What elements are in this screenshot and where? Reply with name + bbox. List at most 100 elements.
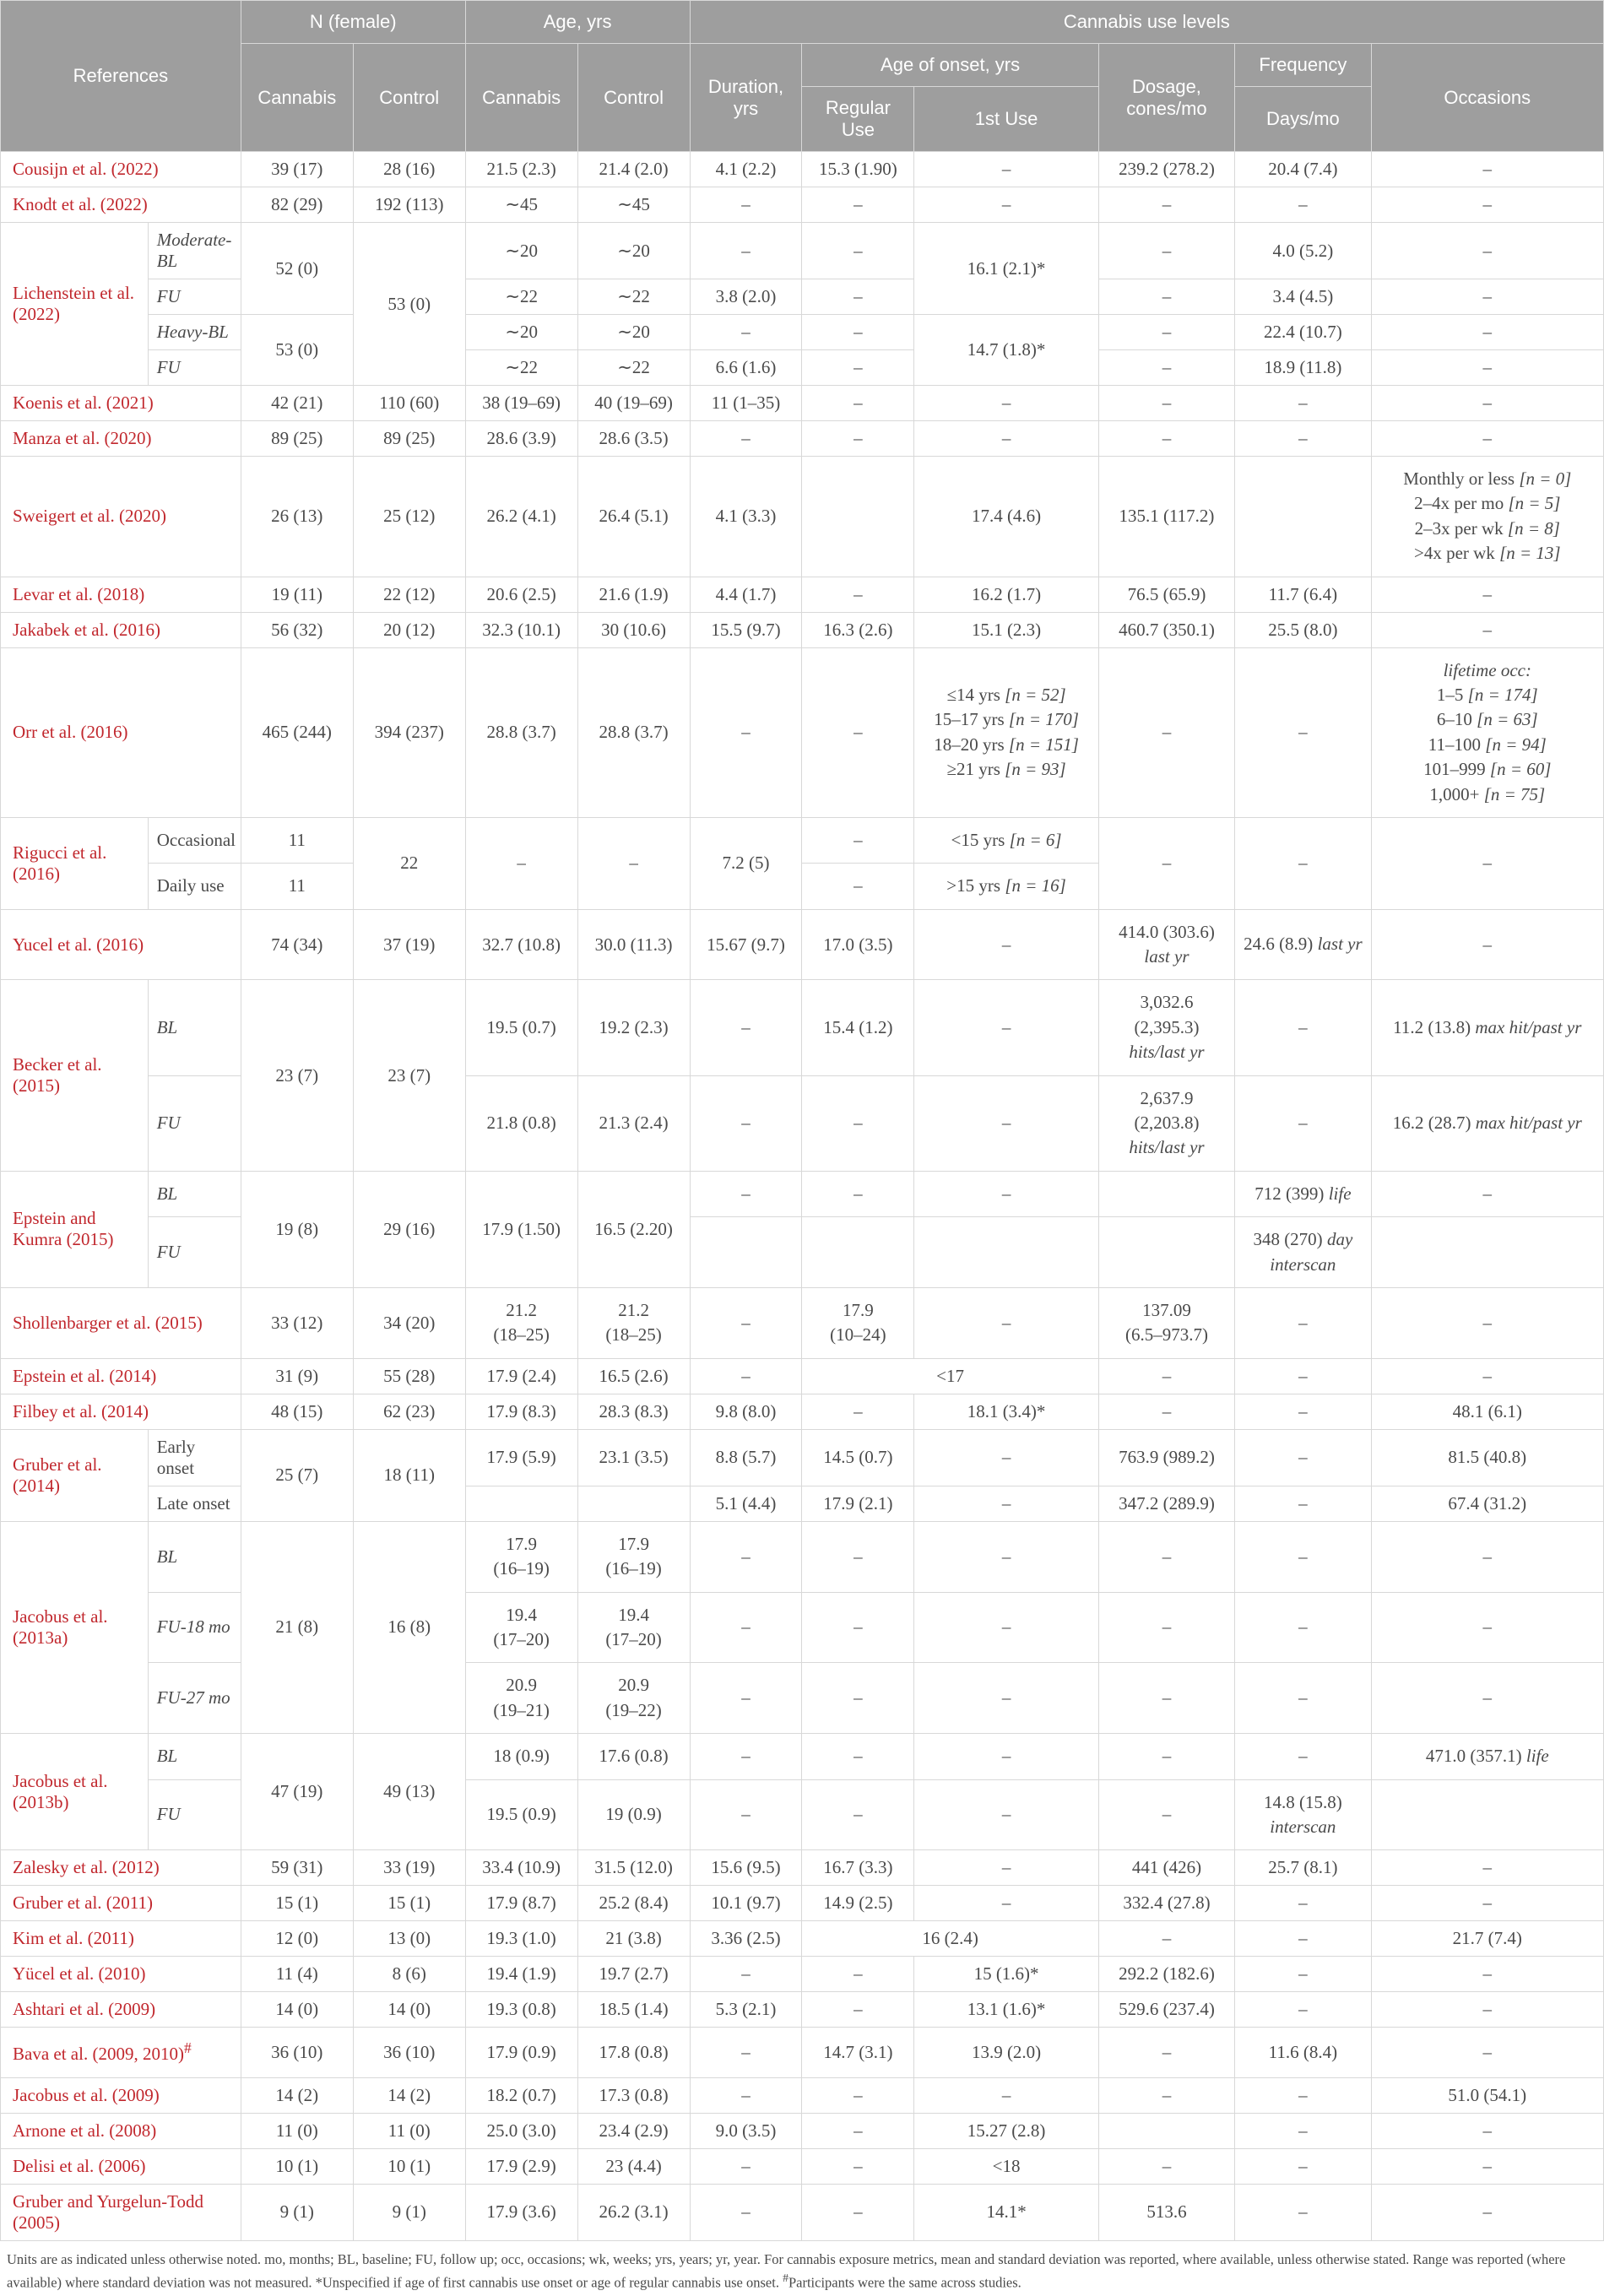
header-n-control: Control: [353, 44, 465, 152]
age-cannabis-cell: 21.5 (2.3): [465, 152, 577, 187]
age-control-cell: 20.9(19–22): [577, 1663, 690, 1734]
frequency-cell: –: [1235, 1358, 1371, 1394]
table-row: Filbey et al. (2014)48 (15)62 (23)17.9 (…: [1, 1394, 1604, 1429]
dosage-cell: 414.0 (303.6)last yr: [1098, 909, 1234, 980]
duration-cell: 3.8 (2.0): [690, 279, 802, 315]
occasions-cell: –: [1371, 223, 1603, 279]
duration-cell: –: [690, 315, 802, 350]
occasions-cell: 11.2 (13.8) max hit/past yr: [1371, 980, 1603, 1075]
table-row: Rigucci et al. (2016)Occasional1122––7.2…: [1, 817, 1604, 863]
n-control-cell: 8 (6): [353, 1957, 465, 1992]
table-row: Koenis et al. (2021)42 (21)110 (60)38 (1…: [1, 386, 1604, 421]
reference-cell: Koenis et al. (2021): [1, 386, 241, 421]
duration-cell: 15.5 (9.7): [690, 612, 802, 647]
age-control-cell: ∼45: [577, 187, 690, 223]
duration-cell: –: [690, 421, 802, 457]
n-cannabis-cell: 59 (31): [241, 1850, 353, 1886]
reference-cell: Knodt et al. (2022): [1, 187, 241, 223]
first-use-cell: –: [914, 1521, 1098, 1592]
regular-use-cell: 17.9 (2.1): [802, 1486, 914, 1521]
first-use-cell: <15 yrs [n = 6]: [914, 817, 1098, 863]
first-use-cell: –: [914, 152, 1098, 187]
n-control-cell: 49 (13): [353, 1734, 465, 1850]
age-control-cell: 30.0 (11.3): [577, 909, 690, 980]
duration-cell: –: [690, 1734, 802, 1779]
regular-use-cell: –: [802, 1957, 914, 1992]
regular-use-cell: –: [802, 1521, 914, 1592]
frequency-cell: 25.7 (8.1): [1235, 1850, 1371, 1886]
reference-cell: Jakabek et al. (2016): [1, 612, 241, 647]
dosage-cell: –: [1098, 1521, 1234, 1592]
subgroup-cell: FU: [148, 350, 241, 386]
regular-use-cell: –: [802, 421, 914, 457]
dosage-cell: –: [1098, 187, 1234, 223]
n-control-cell: 25 (12): [353, 457, 465, 577]
dosage-cell: –: [1098, 386, 1234, 421]
subgroup-cell: Late onset: [148, 1486, 241, 1521]
frequency-cell: –: [1235, 421, 1371, 457]
duration-cell: –: [690, 1358, 802, 1394]
subgroup-cell: Daily use: [148, 864, 241, 909]
age-cannabis-cell: 19.4(17–20): [465, 1592, 577, 1663]
n-control-cell: 34 (20): [353, 1287, 465, 1358]
age-cannabis-cell: 25.0 (3.0): [465, 2113, 577, 2148]
first-use-cell: ≤14 yrs [n = 52]15–17 yrs [n = 170]18–20…: [914, 647, 1098, 817]
table-row: Cousijn et al. (2022)39 (17)28 (16)21.5 …: [1, 152, 1604, 187]
frequency-cell: –: [1235, 2148, 1371, 2184]
first-use-cell: 16.2 (1.7): [914, 577, 1098, 612]
reference-cell: Gruber and Yurgelun-Todd (2005): [1, 2184, 241, 2240]
frequency-cell: –: [1235, 1957, 1371, 1992]
age-control-cell: 40 (19–69): [577, 386, 690, 421]
table-row: Jacobus et al. (2013a)BL21 (8)16 (8)17.9…: [1, 1521, 1604, 1592]
first-use-cell: >15 yrs [n = 16]: [914, 864, 1098, 909]
n-cannabis-cell: 15 (1): [241, 1886, 353, 1921]
age-cannabis-cell: 19.5 (0.7): [465, 980, 577, 1075]
dosage-cell: 239.2 (278.2): [1098, 152, 1234, 187]
frequency-cell: –: [1235, 2077, 1371, 2113]
table-footnote: Units are as indicated unless otherwise …: [0, 2241, 1604, 2296]
n-cannabis-cell: 36 (10): [241, 2028, 353, 2077]
reference-cell: Epstein et al. (2014): [1, 1358, 241, 1394]
frequency-cell: –: [1235, 386, 1371, 421]
first-use-cell: –: [914, 1429, 1098, 1486]
dosage-cell: 529.6 (237.4): [1098, 1992, 1234, 2028]
duration-cell: 4.1 (2.2): [690, 152, 802, 187]
table-row: Ashtari et al. (2009)14 (0)14 (0)19.3 (0…: [1, 1992, 1604, 2028]
table-row: Epstein and Kumra (2015)BL19 (8)29 (16)1…: [1, 1171, 1604, 1216]
reference-cell: Jacobus et al. (2009): [1, 2077, 241, 2113]
occasions-cell: –: [1371, 2184, 1603, 2240]
n-cannabis-cell: 56 (32): [241, 612, 353, 647]
dosage-cell: –: [1098, 1358, 1234, 1394]
first-use-cell: <18: [914, 2148, 1098, 2184]
frequency-cell: 18.9 (11.8): [1235, 350, 1371, 386]
n-cannabis-cell: 14 (2): [241, 2077, 353, 2113]
table-row: Bava et al. (2009, 2010)#36 (10)36 (10)1…: [1, 2028, 1604, 2077]
subgroup-cell: FU-27 mo: [148, 1663, 241, 1734]
regular-use-cell: 14.7 (3.1): [802, 2028, 914, 2077]
first-use-cell: –: [914, 1663, 1098, 1734]
occasions-cell: –: [1371, 1663, 1603, 1734]
age-cannabis-cell: 17.9 (3.6): [465, 2184, 577, 2240]
first-use-cell: 14.7 (1.8)*: [914, 315, 1098, 386]
age-cannabis-cell: 18.2 (0.7): [465, 2077, 577, 2113]
duration-cell: –: [690, 980, 802, 1075]
subgroup-cell: FU: [148, 279, 241, 315]
age-cannabis-cell: ∼22: [465, 279, 577, 315]
duration-cell: –: [690, 1957, 802, 1992]
age-control-cell: 23.4 (2.9): [577, 2113, 690, 2148]
dosage-cell: 2,637.9(2,203.8)hits/last yr: [1098, 1075, 1234, 1171]
header-days-mo: Days/mo: [1235, 87, 1371, 152]
regular-use-cell: –: [802, 187, 914, 223]
age-cannabis-cell: 18 (0.9): [465, 1734, 577, 1779]
n-control-cell: 9 (1): [353, 2184, 465, 2240]
n-cannabis-cell: 465 (244): [241, 647, 353, 817]
reference-cell: Jacobus et al. (2013b): [1, 1734, 149, 1850]
table-row: Gruber et al. (2011)15 (1)15 (1)17.9 (8.…: [1, 1886, 1604, 1921]
header-references: References: [1, 1, 241, 152]
subgroup-cell: FU-18 mo: [148, 1592, 241, 1663]
age-cannabis-cell: ∼45: [465, 187, 577, 223]
n-control-cell: 37 (19): [353, 909, 465, 980]
n-cannabis-cell: 14 (0): [241, 1992, 353, 2028]
reference-cell: Filbey et al. (2014): [1, 1394, 241, 1429]
n-control-cell: 20 (12): [353, 612, 465, 647]
